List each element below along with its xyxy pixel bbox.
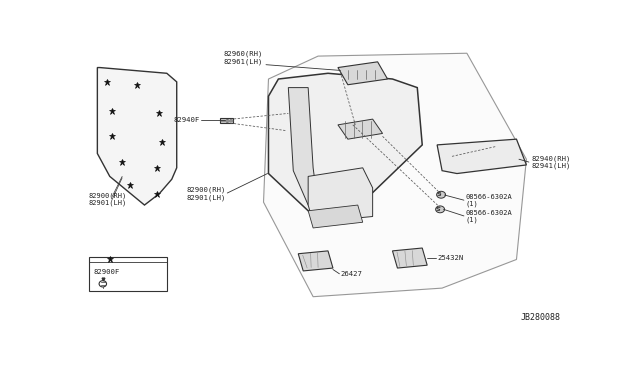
Text: 82940F: 82940F <box>174 117 200 123</box>
Text: 25432N: 25432N <box>437 255 463 261</box>
Bar <box>89 257 167 291</box>
Text: 08566-6302A
(1): 08566-6302A (1) <box>465 194 512 208</box>
Polygon shape <box>308 205 363 228</box>
Ellipse shape <box>436 191 445 198</box>
Polygon shape <box>288 87 318 205</box>
Text: 08566-6302A
(1): 08566-6302A (1) <box>465 210 512 223</box>
Polygon shape <box>298 251 333 271</box>
Polygon shape <box>338 119 383 139</box>
Text: JB280088: JB280088 <box>520 314 560 323</box>
Polygon shape <box>264 53 527 297</box>
Bar <box>220 118 232 124</box>
Text: 82900(RH)
82901(LH): 82900(RH) 82901(LH) <box>187 187 227 201</box>
Polygon shape <box>97 68 177 205</box>
Polygon shape <box>437 139 527 173</box>
Text: S: S <box>435 207 440 212</box>
Text: 82900(RH)
82901(LH): 82900(RH) 82901(LH) <box>89 192 127 206</box>
Text: 26427: 26427 <box>340 271 362 277</box>
Text: 82940(RH)
82941(LH): 82940(RH) 82941(LH) <box>531 155 571 169</box>
Polygon shape <box>269 73 422 211</box>
Ellipse shape <box>436 206 445 213</box>
Polygon shape <box>338 62 388 85</box>
Polygon shape <box>392 248 428 268</box>
Text: 82960(RH)
82961(LH): 82960(RH) 82961(LH) <box>223 51 262 65</box>
Polygon shape <box>308 168 372 222</box>
Text: 82900F: 82900F <box>94 269 120 276</box>
Text: S: S <box>436 192 441 197</box>
